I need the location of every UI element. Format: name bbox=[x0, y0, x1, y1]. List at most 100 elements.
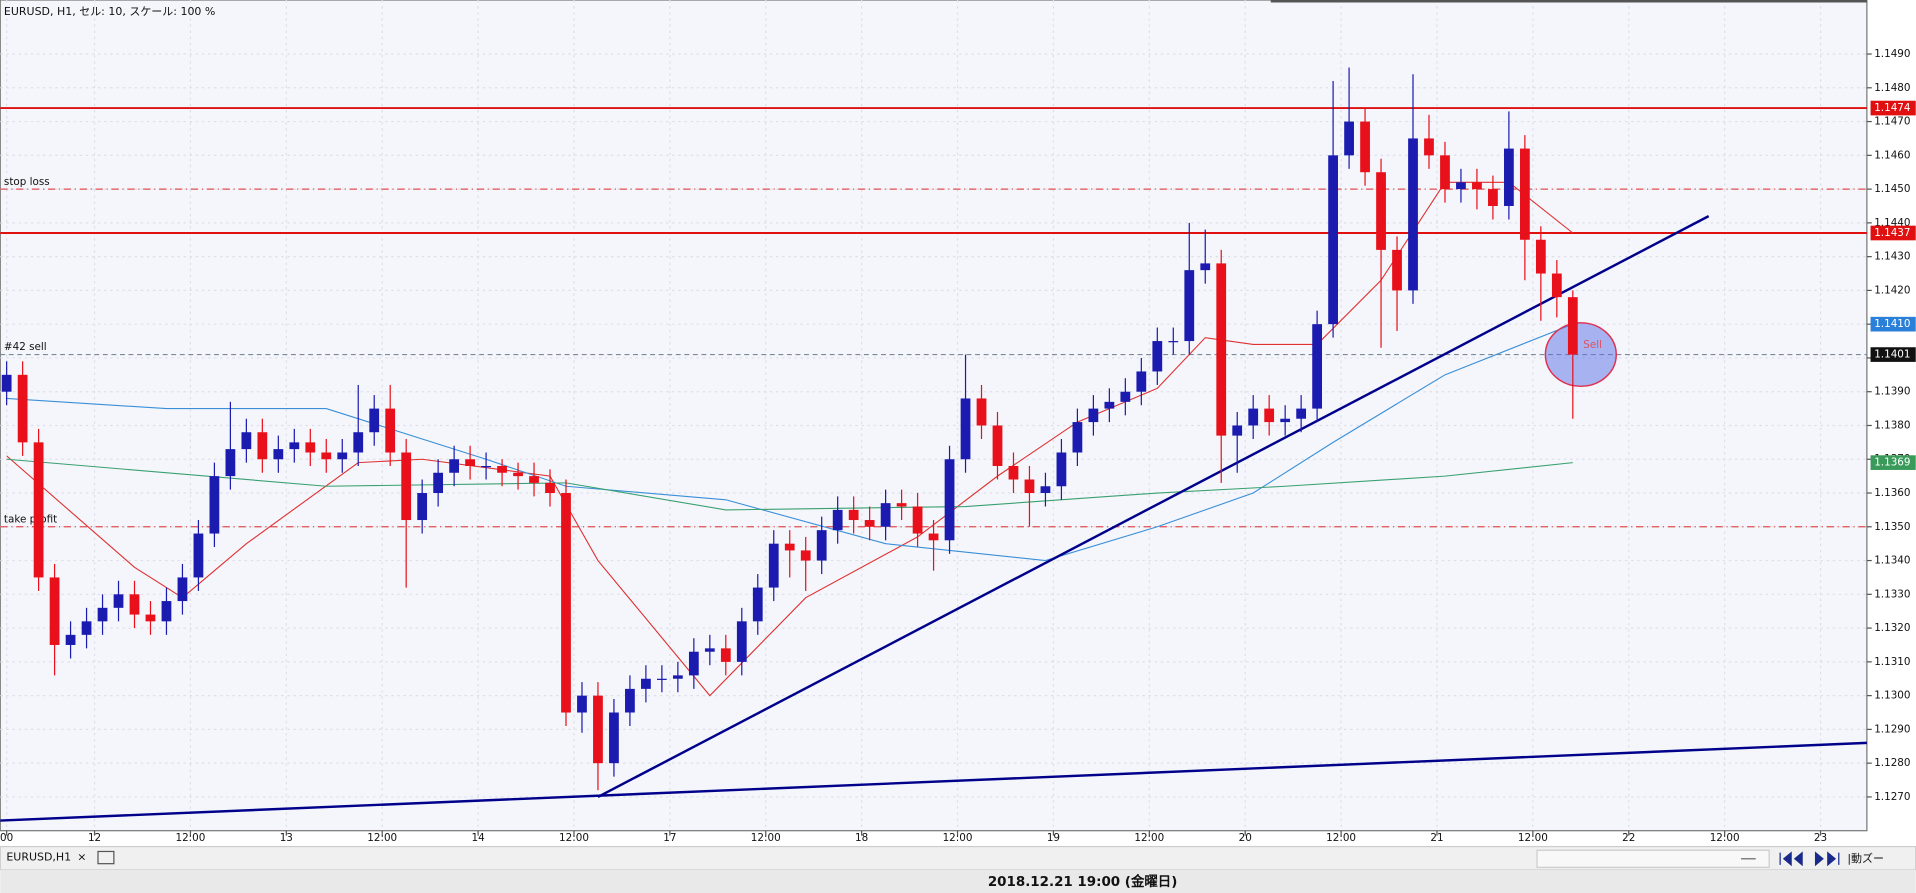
tab-label[interactable]: EURUSD,H1 bbox=[6, 851, 71, 864]
x-tick-label: 12:00 bbox=[1134, 832, 1164, 844]
candle-body bbox=[465, 459, 475, 467]
price-tag-label: 1.1474 bbox=[1874, 102, 1911, 114]
candle-body bbox=[241, 432, 252, 450]
price-tag-label: 1.1369 bbox=[1874, 457, 1910, 469]
candle-body bbox=[305, 442, 316, 453]
sell-label: Sell bbox=[1583, 339, 1602, 351]
candle-body bbox=[577, 695, 587, 713]
candle-body bbox=[1392, 249, 1402, 291]
x-tick-label: 12:00 bbox=[559, 832, 589, 844]
candle-body bbox=[1519, 148, 1530, 240]
candle-body bbox=[49, 577, 60, 645]
candle-body bbox=[449, 459, 460, 473]
candle-body bbox=[161, 601, 172, 622]
candle-body bbox=[1376, 172, 1386, 250]
y-tick-label: 1.1280 bbox=[1874, 757, 1910, 769]
toolbar-text[interactable]: |動ズー bbox=[1847, 851, 1884, 865]
candle-body bbox=[1120, 391, 1131, 402]
x-tick-label: 12:00 bbox=[175, 832, 205, 844]
candle-body bbox=[257, 432, 268, 460]
candle-body bbox=[1104, 401, 1115, 409]
candle-body bbox=[1456, 182, 1466, 190]
x-tick-label: 12:00 bbox=[367, 832, 397, 844]
candle-body bbox=[896, 503, 907, 507]
trendline bbox=[0, 741, 1867, 822]
candle-body bbox=[1008, 466, 1019, 480]
price-tag-label: 1.1437 bbox=[1874, 227, 1910, 239]
candle-body bbox=[1200, 263, 1211, 271]
candle-body bbox=[992, 425, 1003, 467]
candle-body bbox=[65, 634, 76, 645]
candle-body bbox=[928, 533, 939, 541]
candle-body bbox=[17, 374, 28, 443]
candle-body bbox=[736, 621, 747, 662]
candle-body bbox=[1024, 479, 1035, 494]
candle-body bbox=[1136, 371, 1147, 392]
scrollbar[interactable] bbox=[1536, 849, 1770, 868]
candle-body bbox=[1056, 452, 1067, 487]
candle-body bbox=[113, 594, 124, 608]
candle-body bbox=[1551, 273, 1562, 298]
trendline bbox=[597, 215, 1710, 799]
candle-body bbox=[1264, 408, 1275, 423]
x-tick-label: 12:00 bbox=[1710, 832, 1740, 844]
y-tick-label: 1.1390 bbox=[1874, 386, 1910, 398]
candle-body bbox=[1360, 121, 1370, 173]
candle-body bbox=[497, 466, 507, 473]
candle-body bbox=[1184, 270, 1195, 342]
x-tick-label: 12:00 bbox=[1326, 832, 1356, 844]
candle-body bbox=[1280, 418, 1291, 423]
x-tick-label: 14 bbox=[471, 832, 485, 844]
candle-body bbox=[529, 476, 539, 483]
price-tag-label: 1.1410 bbox=[1874, 318, 1910, 330]
x-tick-label: 12:00 bbox=[751, 832, 781, 844]
candle-body bbox=[81, 621, 92, 635]
candle-body bbox=[1088, 408, 1099, 423]
candle-body bbox=[145, 614, 156, 622]
candle-body bbox=[864, 520, 875, 527]
y-tick-label: 1.1450 bbox=[1874, 183, 1910, 195]
plot-area bbox=[0, 0, 1868, 832]
nav-arrows[interactable] bbox=[1779, 851, 1840, 867]
candle-body bbox=[193, 533, 204, 578]
y-tick-label: 1.1270 bbox=[1874, 791, 1910, 803]
candle-body bbox=[513, 472, 523, 477]
candle-body bbox=[1232, 425, 1243, 436]
x-tick-label: 18 bbox=[855, 832, 868, 844]
candle-body bbox=[177, 577, 188, 602]
candle-body bbox=[832, 509, 843, 531]
candle-body bbox=[656, 678, 667, 680]
candle-body bbox=[784, 543, 795, 551]
candle-body bbox=[337, 452, 348, 460]
candle-body bbox=[1312, 324, 1323, 409]
tab-close[interactable]: × bbox=[77, 851, 86, 864]
candle-body bbox=[752, 587, 763, 622]
candle-body bbox=[593, 695, 603, 764]
level-label: stop loss bbox=[4, 176, 50, 188]
candle-body bbox=[1216, 263, 1227, 436]
candle-body bbox=[1, 374, 12, 392]
candle-body bbox=[1152, 341, 1163, 372]
grid bbox=[0, 0, 1867, 831]
x-tick-label: 00 bbox=[0, 832, 13, 844]
candle-body bbox=[1504, 148, 1514, 206]
y-tick-label: 1.1310 bbox=[1874, 656, 1910, 668]
price-tag-label: 1.1401 bbox=[1874, 349, 1910, 361]
y-tick-label: 1.1470 bbox=[1874, 116, 1910, 128]
candle-body bbox=[401, 452, 412, 521]
candle-body bbox=[1040, 486, 1051, 494]
candle-body bbox=[225, 449, 236, 477]
candle-body bbox=[209, 476, 220, 534]
price-tag bbox=[1870, 100, 1916, 116]
y-tick-label: 1.1300 bbox=[1874, 690, 1910, 702]
candle-body bbox=[1424, 138, 1434, 156]
y-tick-label: 1.1360 bbox=[1874, 487, 1910, 499]
candle-body bbox=[1408, 138, 1418, 291]
y-tick-label: 1.1490 bbox=[1874, 48, 1910, 60]
candle-body bbox=[97, 607, 108, 622]
candle-body bbox=[1440, 155, 1450, 190]
candle-body bbox=[1344, 121, 1354, 156]
tab-icon[interactable] bbox=[97, 850, 115, 865]
candle-body bbox=[433, 472, 444, 494]
